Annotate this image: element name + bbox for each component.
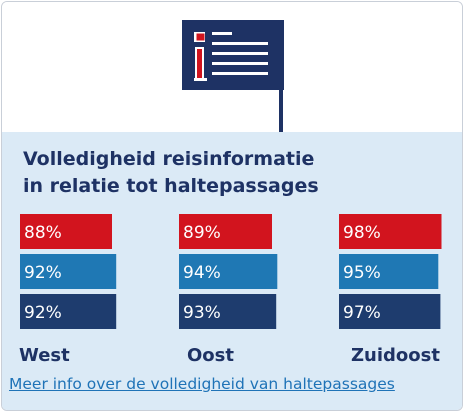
category-label-zuidoost: Zuidoost <box>351 345 440 366</box>
bar-oost-2 <box>179 254 278 289</box>
bar-label-zuidoost-3: 97% <box>343 303 381 323</box>
chart-panel: Volledigheid reisinformatie in relatie t… <box>2 132 462 410</box>
bar-zuidoost-1 <box>339 214 442 249</box>
bar-west-1 <box>20 214 112 249</box>
bar-west-3 <box>20 294 117 329</box>
chart-title: Volledigheid reisinformatie in relatie t… <box>23 146 319 200</box>
bar-label-oost-1: 89% <box>183 223 221 243</box>
category-label-oost: Oost <box>187 345 234 366</box>
bar-oost-3 <box>179 294 277 329</box>
bar-chart: 88% 89% 98% 92% 94% 95% 92% 93% 97% <box>20 214 442 329</box>
category-label-west: West <box>19 345 70 366</box>
bar-label-west-3: 92% <box>24 303 62 323</box>
title-line-1: Volledigheid reisinformatie <box>23 148 315 170</box>
more-info-link[interactable]: Meer info over de volledigheid van halte… <box>9 375 395 393</box>
icon-header <box>2 2 462 132</box>
bar-zuidoost-3 <box>339 294 441 329</box>
info-sign-icon <box>182 20 284 132</box>
bar-label-zuidoost-2: 95% <box>343 263 381 283</box>
bar-label-oost-2: 94% <box>183 263 221 283</box>
bar-zuidoost-2 <box>339 254 439 289</box>
bar-label-zuidoost-1: 98% <box>343 223 381 243</box>
bar-label-west-1: 88% <box>24 223 62 243</box>
title-line-2: in relatie tot haltepassages <box>23 175 319 197</box>
bar-west-2 <box>20 254 117 289</box>
bar-oost-1 <box>179 214 272 249</box>
bar-label-oost-3: 93% <box>183 303 221 323</box>
bar-label-west-2: 92% <box>24 263 62 283</box>
